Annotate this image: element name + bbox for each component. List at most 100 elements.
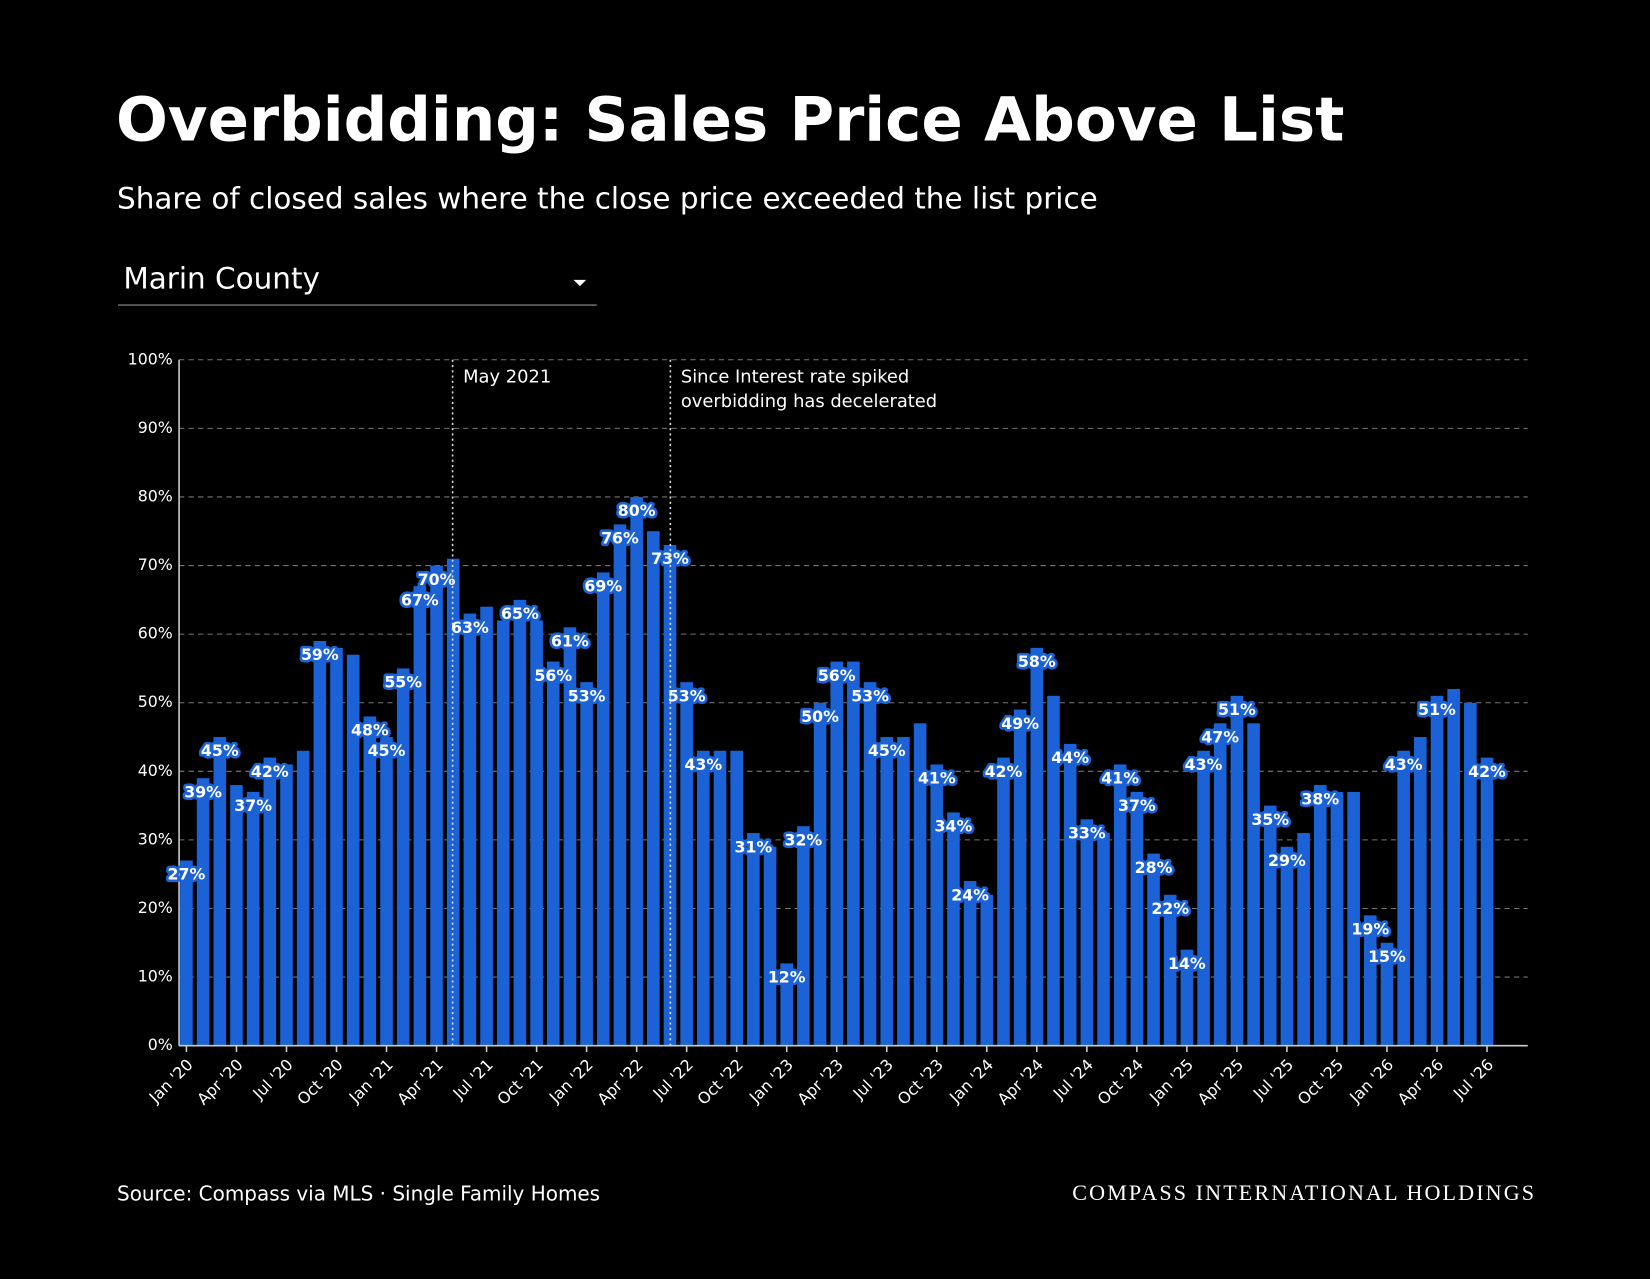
- value-label: 41%: [918, 769, 956, 788]
- value-label: 56%: [534, 666, 572, 685]
- y-tick-label: 50%: [138, 692, 173, 711]
- value-label: 53%: [851, 686, 889, 705]
- bar: [1180, 949, 1194, 1046]
- x-tick-label: Oct '24: [1094, 1055, 1148, 1109]
- x-tick-label: Jul '26: [1449, 1055, 1497, 1103]
- bar: [1230, 695, 1244, 1046]
- bar: [713, 750, 727, 1046]
- value-label: 22%: [1151, 899, 1189, 918]
- value-label: 31%: [734, 837, 772, 856]
- x-tick-label: Jul '20: [248, 1055, 296, 1103]
- bar: [1397, 750, 1410, 1046]
- x-tick-label: Jan '20: [145, 1055, 197, 1107]
- bar: [1313, 785, 1327, 1046]
- value-label: 45%: [868, 741, 906, 760]
- x-tick-label: Jan '24: [945, 1055, 997, 1107]
- y-tick-label: 30%: [138, 829, 173, 848]
- x-tick-label: Oct '25: [1294, 1055, 1348, 1109]
- value-label: 80%: [618, 501, 656, 520]
- value-label: 43%: [684, 755, 722, 774]
- bar: [680, 682, 693, 1046]
- bar: [930, 764, 944, 1046]
- bar: [697, 750, 710, 1046]
- value-label: 41%: [1101, 769, 1139, 788]
- bar: [1247, 723, 1260, 1046]
- y-tick-label: 80%: [138, 486, 173, 505]
- value-label: 69%: [584, 577, 622, 596]
- bar: [1430, 695, 1444, 1046]
- bar: [596, 572, 610, 1046]
- bar: [1080, 819, 1094, 1046]
- bar: [263, 757, 277, 1046]
- y-tick-label: 100%: [128, 349, 173, 368]
- value-label: 33%: [1068, 824, 1106, 843]
- bar: [196, 778, 210, 1046]
- value-label: 19%: [1351, 920, 1389, 939]
- region-selector[interactable]: Marin County: [118, 261, 597, 306]
- value-label: 42%: [251, 762, 289, 781]
- bar: [580, 682, 593, 1046]
- x-tick-label: Jul '24: [1049, 1055, 1097, 1103]
- bar: [1063, 743, 1077, 1046]
- value-label: 53%: [668, 686, 706, 705]
- value-label: 47%: [1201, 728, 1239, 747]
- y-tick-label: 10%: [138, 967, 173, 986]
- bar: [1380, 942, 1394, 1046]
- y-tick-label: 40%: [138, 761, 173, 780]
- bar: [880, 737, 894, 1046]
- x-tick-label: Jul '21: [448, 1055, 496, 1103]
- annotation-text: Since Interest rate spiked: [681, 367, 909, 388]
- value-label: 45%: [368, 741, 406, 760]
- value-label: 42%: [1468, 762, 1506, 781]
- bar: [513, 599, 527, 1046]
- brand: COMPASS INTERNATIONAL HOLDINGS: [1072, 1180, 1536, 1205]
- bar: [330, 647, 343, 1046]
- bar: [1263, 805, 1277, 1046]
- x-tick-label: Jan '21: [345, 1055, 397, 1107]
- x-tick-label: Apr '20: [193, 1055, 247, 1109]
- x-tick-label: Apr '22: [593, 1055, 647, 1109]
- selector-value[interactable]: Marin County: [123, 261, 320, 295]
- bar: [180, 860, 193, 1046]
- bar: [647, 531, 660, 1046]
- bar: [396, 668, 410, 1046]
- bar: [280, 764, 293, 1046]
- bar: [1213, 723, 1227, 1046]
- value-label: 59%: [301, 645, 339, 664]
- chart-title: Overbidding: Sales Price Above List: [116, 85, 1344, 156]
- value-label: 53%: [568, 686, 606, 705]
- dropdown-caret[interactable]: [573, 279, 587, 287]
- value-label: 63%: [451, 618, 489, 637]
- value-label: 32%: [785, 830, 823, 849]
- bar: [1363, 915, 1377, 1046]
- value-label: 43%: [1385, 755, 1423, 774]
- value-label: 15%: [1368, 947, 1406, 966]
- y-tick-label: 90%: [138, 418, 173, 437]
- value-label: 55%: [384, 673, 422, 692]
- value-label: 43%: [1185, 755, 1223, 774]
- bar: [863, 682, 877, 1046]
- bar: [947, 812, 960, 1046]
- x-tick-label: Jul '25: [1249, 1055, 1297, 1103]
- y-tick-label: 70%: [138, 555, 173, 574]
- value-label: 61%: [551, 632, 589, 651]
- bar: [663, 544, 677, 1046]
- bar: [230, 785, 243, 1046]
- value-label: 51%: [1418, 700, 1456, 719]
- bar: [813, 702, 827, 1046]
- bar: [1097, 833, 1110, 1046]
- bar: [630, 496, 643, 1046]
- bar: [346, 654, 360, 1046]
- bar: [897, 737, 910, 1046]
- annotation-text: May 2021: [463, 367, 551, 388]
- bar: [430, 565, 443, 1046]
- x-tick-label: Jul '22: [648, 1055, 696, 1103]
- bar: [613, 524, 627, 1046]
- value-label: 58%: [1018, 652, 1056, 671]
- value-label: 48%: [351, 721, 389, 740]
- bar: [913, 723, 927, 1046]
- bar: [1030, 647, 1044, 1046]
- bar: [413, 586, 427, 1046]
- value-label: 56%: [818, 666, 856, 685]
